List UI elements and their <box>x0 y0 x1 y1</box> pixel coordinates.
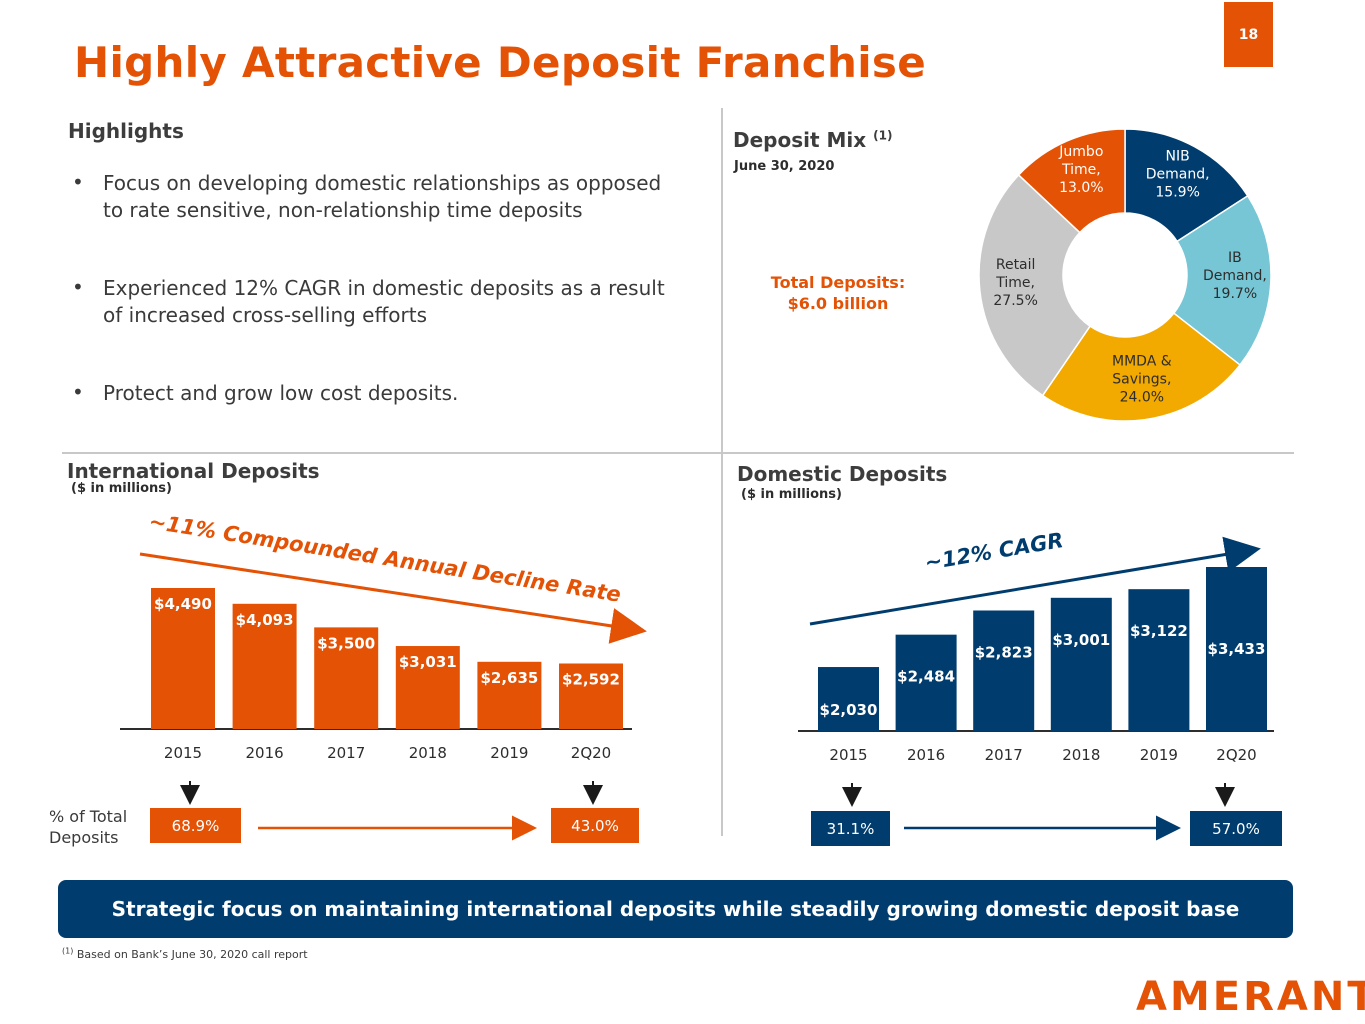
bullet-line: Protect and grow low cost deposits. <box>103 381 459 405</box>
domestic-heading: Domestic Deposits <box>737 462 948 486</box>
deposit-mix-date: June 30, 2020 <box>734 159 835 174</box>
donut-slice-label: IB Demand, 19.7% <box>1203 250 1267 302</box>
international-pct-end: 43.0% <box>551 808 639 843</box>
footnote-marker: (1) <box>873 128 893 143</box>
bar <box>895 634 957 731</box>
bar-value-label: $3,500 <box>317 634 375 652</box>
donut-slice <box>978 173 1092 397</box>
x-tick-label: 2016 <box>246 744 284 762</box>
bar-value-label: $2,030 <box>820 701 878 719</box>
bar-value-label: $3,031 <box>399 653 457 671</box>
deposit-mix-donut-chart: NIB Demand, 15.9% IB Demand, 19.7% MMDA & Savin… <box>978 128 1272 422</box>
bar-value-label: $3,001 <box>1052 631 1110 649</box>
highlights-heading: Highlights <box>68 119 184 143</box>
donut-slice <box>1124 128 1249 243</box>
bar <box>1206 567 1267 731</box>
bar <box>1128 589 1190 731</box>
x-tick-label: 2017 <box>327 744 365 762</box>
bullet-line: Focus on developing domestic relationshi… <box>103 171 662 195</box>
footnote-marker: (1) <box>62 946 74 956</box>
total-deposits-label: Total Deposits: <box>770 273 906 292</box>
bullet-marker: • <box>72 380 84 404</box>
bullet-text: Focus on developing domestic relationshi… <box>103 170 743 224</box>
bar <box>477 661 542 729</box>
bullet-marker: • <box>72 275 84 299</box>
x-tick-label: 2015 <box>164 744 202 762</box>
bar-value-label: $2,823 <box>975 643 1033 661</box>
international-heading: International Deposits <box>67 459 320 483</box>
vertical-divider <box>721 108 723 836</box>
percent-of-total-arrows <box>180 781 1235 841</box>
donut-slice <box>1172 194 1272 367</box>
x-tick-label: 2016 <box>907 746 945 764</box>
domestic-subheading: ($ in millions) <box>741 487 842 502</box>
bar <box>973 610 1035 731</box>
domestic-pct-start: 31.1% <box>811 811 890 846</box>
donut-slice-label: Jumbo Time, 13.0% <box>1058 144 1103 196</box>
international-deposits-chart: ~11% Compounded Annual Decline Rate$4,49… <box>120 509 647 762</box>
total-deposits-value: $6.0 billion <box>787 294 889 313</box>
strategic-focus-banner: Strategic focus on maintaining internati… <box>58 880 1293 938</box>
x-tick-label: 2019 <box>1140 746 1178 764</box>
percent-of-total-label: % of Total Deposits <box>49 806 127 848</box>
donut-slice-label: NIB Demand, 15.9% <box>1146 148 1210 200</box>
x-tick-label: 2018 <box>1062 746 1100 764</box>
bar-value-label: $3,433 <box>1208 640 1266 658</box>
domestic-deposits-chart: ~12% CAGR $2,030 2015 $2,484 2016 $2,823 2017 $… <box>798 528 1274 764</box>
bullet-line: of increased cross-selling efforts <box>103 303 427 327</box>
bullet-line: to rate sensitive, non-relationship time… <box>103 198 583 222</box>
bullet-line: Experienced 12% CAGR in domestic deposit… <box>103 276 665 300</box>
percent-label-line: Deposits <box>49 828 119 847</box>
decline-trend-arrow <box>139 552 647 644</box>
deposit-mix-heading: Deposit Mix (1) <box>733 128 892 152</box>
page-title: Highly Attractive Deposit Franchise <box>74 38 926 87</box>
bar <box>232 603 297 729</box>
x-tick-label: 2019 <box>490 744 528 762</box>
growth-trend-label: ~12% CAGR <box>923 528 1065 575</box>
donut-slice-label: MMDA & Savings, 24.0% <box>1112 354 1172 406</box>
bar-value-label: $3,122 <box>1130 622 1188 640</box>
bar-value-label: $4,490 <box>154 595 212 613</box>
amerant-logo: AMERANT <box>1136 974 1365 1020</box>
x-tick-label: 2Q20 <box>571 744 611 762</box>
x-tick-label: 2Q20 <box>1216 746 1256 764</box>
bar <box>818 667 879 731</box>
total-deposits: Total Deposits: $6.0 billion <box>738 272 938 314</box>
deposit-mix-heading-text: Deposit Mix <box>733 128 867 152</box>
bar <box>1050 597 1112 731</box>
bar <box>395 646 460 729</box>
horizontal-divider <box>62 452 1294 454</box>
bar <box>314 627 379 729</box>
bullet-text: Protect and grow low cost deposits. <box>103 380 743 407</box>
bar-value-label: $2,592 <box>562 671 620 689</box>
donut-slice <box>1041 312 1242 422</box>
bar-value-label: $2,635 <box>480 669 538 687</box>
international-pct-start: 68.9% <box>150 808 241 843</box>
bar <box>559 663 623 729</box>
bar-value-label: $4,093 <box>236 611 294 629</box>
international-subheading: ($ in millions) <box>71 481 172 496</box>
x-tick-label: 2017 <box>985 746 1023 764</box>
domestic-pct-end: 57.0% <box>1190 811 1282 846</box>
page-number: 18 <box>1224 2 1273 67</box>
x-tick-label: 2018 <box>409 744 447 762</box>
bar-value-label: $2,484 <box>897 668 955 686</box>
bullet-marker: • <box>72 170 84 194</box>
percent-label-line: % of Total <box>49 807 128 826</box>
donut-slice-label: Retail Time, 27.5% <box>993 257 1037 309</box>
bar <box>151 588 215 729</box>
donut-slice <box>1017 128 1126 234</box>
footnote-text: Based on Bank’s June 30, 2020 call repor… <box>76 948 308 961</box>
bullet-text: Experienced 12% CAGR in domestic deposit… <box>103 275 743 329</box>
x-tick-label: 2015 <box>829 746 867 764</box>
growth-trend-arrow <box>809 536 1261 626</box>
footnote: (1) Based on Bank’s June 30, 2020 call r… <box>62 946 308 961</box>
